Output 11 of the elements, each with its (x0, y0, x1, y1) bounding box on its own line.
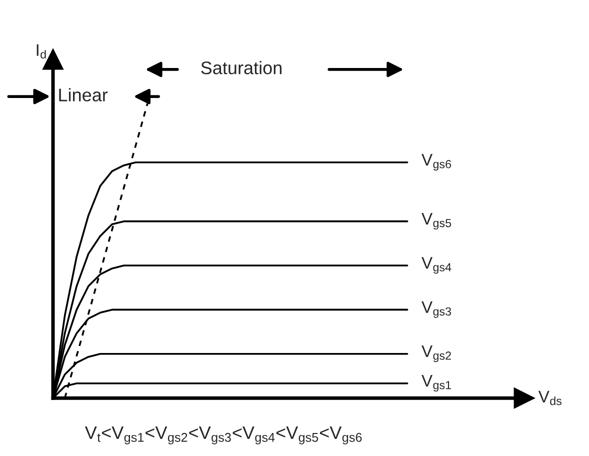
series-label: V$_{gs2}$ (422, 346, 451, 362)
text: V$_{t}$<V$_{gs1}$<V$_{gs2}$<V$_{gs3}$<V$_{gs4}$<V$_{gs5}$<V$_{gs6}$ (84, 426, 362, 444)
text: Saturation (201, 61, 282, 74)
series-label: V$_{gs3}$ (422, 301, 452, 318)
text: V$_{ds}$ (538, 390, 562, 406)
y-axis-title: I$_{d}$ (36, 44, 46, 59)
series-label: V$_{gs4}$ (422, 257, 452, 274)
series-label: V$_{gs6}$ (422, 154, 452, 171)
series-label: V$_{gs1}$ (422, 375, 451, 392)
series-label: V$_{gs5}$ (422, 212, 452, 230)
text: Linear (59, 88, 108, 102)
